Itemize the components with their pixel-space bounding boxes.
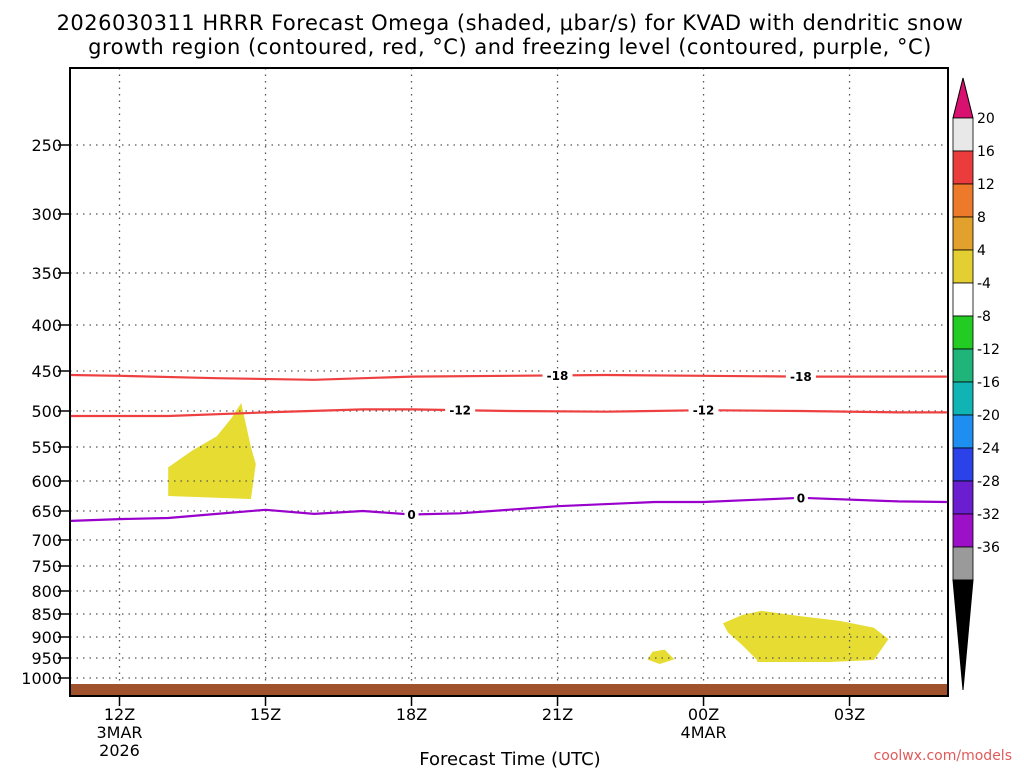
x-tick-label-15Z: 15Z [250, 705, 281, 724]
y-tick-label-950: 950 [31, 649, 62, 668]
plot-area [70, 68, 948, 698]
colorbar-label-5: 4 [977, 243, 986, 259]
colorbar-label-13: -32 [977, 507, 1000, 523]
y-tick-label-350: 350 [31, 264, 62, 283]
colorbar-segment-4 [952, 216, 974, 251]
y-axis: 250 300 350 400 450 500 550 600 650 700 750 800 850 9… [21, 136, 70, 688]
colorbar-label-9: -16 [977, 375, 1000, 391]
y-tick-label-600: 600 [31, 472, 62, 491]
colorbar-label-4: 8 [977, 210, 986, 226]
x-tick-label-21Z: 21Z [542, 705, 573, 724]
y-tick-label-700: 700 [31, 531, 62, 550]
chart-title-line1: 2026030311 HRRR Forecast Omega (shaded, … [57, 11, 964, 35]
chart-title-line2: growth region (contoured, red, °C) and f… [88, 35, 932, 59]
omega-shaded-region-2 [647, 649, 675, 664]
colorbar-segment-13 [952, 513, 974, 548]
contour-label-2-2: -12 [693, 404, 715, 418]
colorbar-segment-8 [952, 348, 974, 383]
colorbar-segment-12 [952, 480, 974, 515]
y-tick-label-1000: 1000 [21, 669, 62, 688]
y-tick-label-400: 400 [31, 316, 62, 335]
y-tick-label-750: 750 [31, 557, 62, 576]
x-tick-label-12Z: 12Z [104, 705, 135, 724]
colorbar-label-7: -8 [977, 309, 991, 325]
y-tick-label-650: 650 [31, 502, 62, 521]
y-tick-label-500: 500 [31, 402, 62, 421]
colorbar-label-8: -12 [977, 342, 1000, 358]
ground-bar [70, 684, 948, 696]
x-tick-label-18Z: 18Z [396, 705, 427, 724]
colorbar: 20 16 12 8 4 -4 -8 -12 -16 -20 -24 -28 -32 -36 [952, 77, 1000, 691]
y-tick-label-550: 550 [31, 438, 62, 457]
colorbar-segment-5 [952, 249, 974, 284]
y-tick-label-800: 800 [31, 582, 62, 601]
y-tick-label-850: 850 [31, 605, 62, 624]
plot-frame [69, 67, 949, 697]
y-tick-label-900: 900 [31, 628, 62, 647]
contour-label-bg [445, 403, 476, 418]
contour-label-bg [785, 369, 816, 384]
colorbar-bottom-triangle [952, 579, 974, 691]
credit-text: coolwx.com/models [874, 748, 1012, 764]
y-tick-label-300: 300 [31, 205, 62, 224]
colorbar-segment-3 [952, 183, 974, 218]
contour-label-3-1: 0 [407, 508, 415, 522]
colorbar-label-10: -20 [977, 408, 1000, 424]
colorbar-segment-9 [952, 381, 974, 416]
colorbar-segment-6 [952, 282, 974, 317]
y-tick-label-450: 450 [31, 362, 62, 381]
colorbar-label-6: -4 [977, 276, 991, 292]
contour-label-2-1: -12 [449, 404, 471, 418]
x-tick-year-12Z: 2026 [99, 741, 140, 760]
contour-layer: -18 -18 -12 -12 0 0 [70, 368, 947, 522]
colorbar-label-11: -24 [977, 441, 1000, 457]
contour-label-1-2: -18 [790, 370, 812, 384]
colorbar-label-2: 16 [977, 144, 995, 160]
contour-label-bg [404, 507, 419, 522]
colorbar-label-14: -36 [977, 540, 1000, 556]
x-axis-label: Forecast Time (UTC) [419, 749, 600, 768]
colorbar-top-triangle [952, 77, 974, 119]
x-tick-date-00Z: 4MAR [681, 723, 727, 742]
x-tick-label-03Z: 03Z [834, 705, 865, 724]
colorbar-label-1: 20 [977, 111, 995, 127]
contour-line-1 [70, 373, 947, 381]
contour-label-bg [793, 490, 808, 505]
contour-label-bg [688, 403, 719, 418]
colorbar-segment-10 [952, 414, 974, 449]
contour-label-1-1: -18 [547, 369, 569, 383]
colorbar-segment-14 [952, 546, 974, 581]
contour-label-3-2: 0 [797, 491, 805, 505]
colorbar-segment-7 [952, 315, 974, 350]
x-tick-label-00Z: 00Z [688, 705, 719, 724]
colorbar-label-3: 12 [977, 177, 995, 193]
colorbar-segment-1 [952, 117, 974, 152]
y-tick-label-250: 250 [31, 136, 62, 155]
colorbar-label-12: -28 [977, 474, 1000, 490]
contour-label-bg [542, 368, 573, 383]
colorbar-segment-11 [952, 447, 974, 482]
colorbar-segment-2 [952, 150, 974, 185]
omega-shaded-region-1 [168, 403, 256, 499]
x-tick-date-12Z: 3MAR [96, 723, 142, 742]
